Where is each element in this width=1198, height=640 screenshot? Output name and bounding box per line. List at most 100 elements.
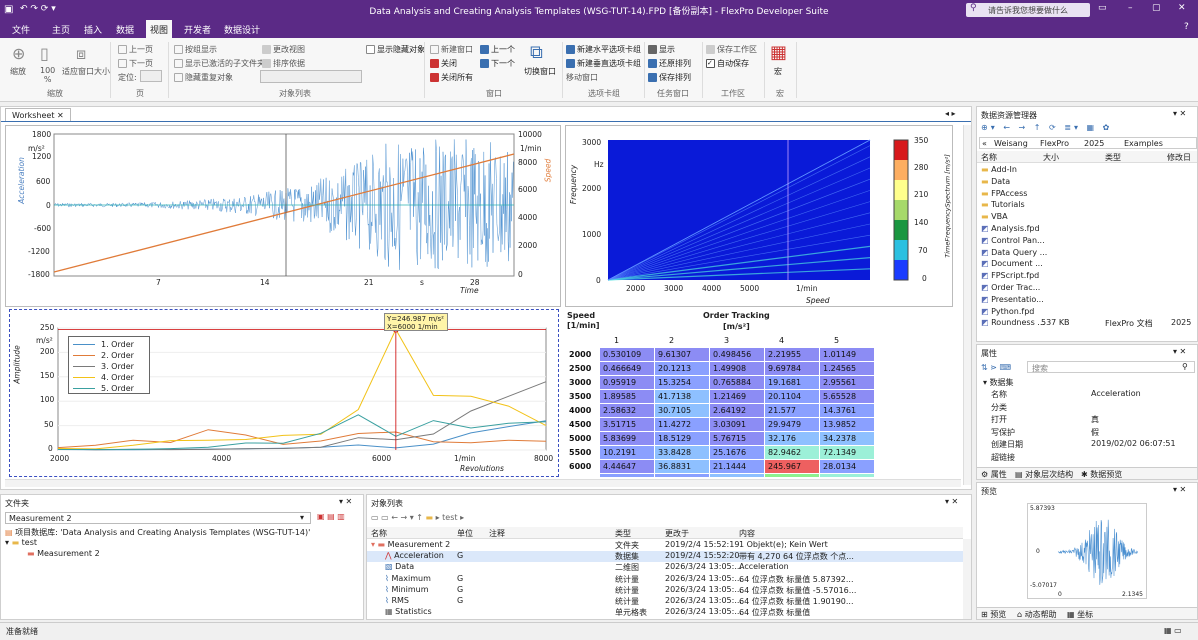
explorer-item[interactable]: ▬ Data (981, 177, 1195, 188)
pane-close-icon[interactable]: ▾ ✕ (1173, 347, 1187, 356)
menu-view[interactable]: 视图 (146, 20, 173, 38)
macro-icon[interactable]: ▦ (770, 42, 788, 63)
col-unit[interactable]: 单位 (457, 529, 473, 538)
explorer-item[interactable]: ▬ VBA (981, 212, 1195, 223)
tree-item-test[interactable]: ▾ ▬ test (5, 538, 38, 547)
acceleration-chart[interactable]: m/s² Acceleration 1/min Speed Time 1800 … (5, 125, 561, 307)
search-box[interactable]: ⚲ 请告诉我您想要做什么 (966, 3, 1090, 17)
prev-page-button[interactable]: 上一页 (118, 44, 153, 55)
tab-preview[interactable]: ⊞ 预览 (981, 610, 1007, 619)
close-window-button[interactable]: 关闭 (430, 58, 457, 69)
status-icons[interactable]: ▦ ▭ (1164, 626, 1182, 635)
ribbon-display-icon[interactable]: ▭ (1098, 3, 1107, 13)
quick-access-icons[interactable]: ↶ ↷ ⟳ ▾ (20, 4, 56, 14)
new-vertical-tabgroup-button[interactable]: 新建垂直选项卡组 (566, 58, 641, 69)
pane-close-icon[interactable]: ▾ ✕ (1173, 109, 1187, 118)
menu-data[interactable]: 数据 (116, 26, 135, 36)
explorer-item[interactable]: ◩ Presentatio... (981, 295, 1195, 306)
explorer-item[interactable]: ◩ Python.fpd (981, 307, 1195, 318)
close-all-button[interactable]: 关闭所有 (430, 72, 473, 83)
col-content[interactable]: 内容 (739, 529, 755, 538)
close-button[interactable]: ✕ (1178, 3, 1186, 13)
tab-dynamic-help[interactable]: ⌂ 动态帮助 (1017, 610, 1057, 619)
menu-insert[interactable]: 插入 (84, 26, 103, 36)
path-4[interactable]: Examples (1124, 139, 1163, 148)
col-name[interactable]: 名称 (371, 529, 387, 538)
next-window-button[interactable]: 下一个 (480, 58, 515, 69)
objlist-toolbar[interactable]: ▭ ▭ ← → ▾ ↑ ▬ ▸ test ▸ (371, 513, 465, 522)
switch-window-button[interactable]: 切换窗口 (524, 67, 556, 76)
autosave-checkbox[interactable]: ✓ 自动保存 (706, 59, 749, 68)
property-row[interactable]: 超链接 (991, 452, 1189, 464)
switch-window-icon[interactable]: ⧉ (530, 42, 543, 63)
pane-close-icon[interactable]: ▾ ✕ (945, 497, 959, 506)
goto-page-input[interactable] (140, 70, 162, 82)
move-window-button[interactable]: 移动窗口 (566, 73, 598, 82)
objlist-scrollbar[interactable] (963, 539, 971, 619)
menu-data-design[interactable]: 数据设计 (224, 26, 261, 36)
property-row[interactable]: 名称 Acceleration (991, 389, 1189, 401)
objlist-row[interactable]: ⋀ Acceleration G 数据集 2019/2/4 15:52:20 带有 4,… (367, 551, 963, 563)
objlist-row[interactable]: ⌇ Maximum G 统计量 2026/3/24 13:05:... 64 位浮点数 … (367, 574, 963, 585)
explorer-item[interactable]: ▬ Tutorials (981, 200, 1195, 211)
fit-window-icon[interactable]: ⧈ (76, 44, 87, 63)
maximize-button[interactable]: ▢ (1152, 3, 1161, 13)
explorer-path-bar[interactable]: « Weisang FlexPro 2025 Examples (979, 137, 1197, 149)
path-2[interactable]: FlexPro (1040, 139, 1070, 148)
zoom-button[interactable]: 缩放 (10, 67, 26, 76)
change-view-button[interactable]: 更改视图 (262, 44, 305, 55)
col-name[interactable]: 名称 (981, 153, 997, 162)
save-layout-button[interactable]: 保存排列 (648, 72, 691, 83)
explorer-item[interactable]: ◩ FPScript.fpd (981, 271, 1195, 282)
props-search-input[interactable]: 搜索 ⚲ (1027, 361, 1195, 373)
tab-data-preview[interactable]: ✱ 数据预览 (1081, 470, 1123, 479)
path-3[interactable]: 2025 (1084, 139, 1105, 148)
tab-coordinates[interactable]: ▦ 坐标 (1067, 610, 1094, 619)
restore-layout-button[interactable]: 还原排列 (648, 58, 691, 69)
col-comment[interactable]: 注释 (489, 529, 505, 538)
tree-item-measurement2[interactable]: ▬ Measurement 2 (27, 549, 100, 558)
sort-by-button[interactable]: 排序依据 (262, 58, 305, 69)
explorer-item[interactable]: ◩ Roundness ... 537 KB FlexPro 文档 2025 (981, 318, 1195, 329)
new-horizontal-tabgroup-button[interactable]: 新建水平选项卡组 (566, 44, 641, 55)
tab-object-hierarchy[interactable]: ▤ 对象层次结构 (1015, 470, 1074, 479)
col-modified[interactable]: 更改于 (665, 529, 689, 538)
zoom-100-button[interactable]: 100 % (40, 66, 56, 84)
col-date[interactable]: 修改日 (1167, 153, 1191, 162)
menu-file[interactable]: 文件 (12, 26, 31, 36)
property-row[interactable]: 写保护 假 (991, 427, 1189, 439)
props-section[interactable]: ▾ 数据集 (983, 378, 1014, 387)
menu-home[interactable]: 主页 (52, 26, 71, 36)
macro-button[interactable]: 宏 (774, 67, 782, 76)
folder-select[interactable]: Measurement 2 ▾ (5, 512, 311, 524)
explorer-item[interactable]: ◩ Document ... (981, 259, 1195, 270)
property-row[interactable]: 创建日期 2019/02/02 06:07:51 (991, 439, 1189, 451)
menu-developer[interactable]: 开发者 (184, 26, 212, 36)
save-workspace-button[interactable]: 保存工作区 (706, 44, 757, 55)
objlist-row[interactable]: ▧ Data 二维图 2026/3/24 13:05:... Acceleration (367, 562, 963, 573)
show-hidden-checkbox[interactable]: 显示隐藏对象 (366, 44, 425, 55)
doc-vscrollbar[interactable] (963, 125, 971, 485)
objlist-row[interactable]: ⌇ RMS G 统计量 2026/3/24 13:05:... 64 位浮点数 标量值 … (367, 596, 963, 607)
explorer-toolbar-icons[interactable]: ⊕▾ ← → ↑ ⟳ ≣▾ ▦ ✿ (981, 123, 1113, 132)
explorer-item[interactable]: ◩ Data Query ... (981, 248, 1195, 259)
property-row[interactable]: 分类 (991, 402, 1189, 414)
pane-close-icon[interactable]: ▾ ✕ (1173, 485, 1187, 494)
show-pane-button[interactable]: 显示 (648, 44, 675, 55)
order-chart[interactable]: m/s² Amplitude 250 200 150 100 50 0 2000… (9, 309, 559, 477)
explorer-item[interactable]: ◩ Control Pan... (981, 236, 1195, 247)
col-type[interactable]: 类型 (1105, 153, 1121, 162)
page-100-icon[interactable]: ▯ (40, 44, 49, 63)
close-tab-icon[interactable]: ✕ (57, 111, 64, 120)
pane-close-icon[interactable]: ▾ ✕ (339, 497, 353, 506)
explorer-item[interactable]: ◩ Order Trac... (981, 283, 1195, 294)
minimize-button[interactable]: – (1128, 3, 1133, 13)
tab-worksheet[interactable]: Worksheet ✕ (5, 108, 71, 122)
col-type[interactable]: 类型 (615, 529, 631, 538)
active-subfolder-checkbox[interactable]: 显示已激活的子文件夹 (174, 58, 265, 69)
help-icon[interactable]: ? (1184, 22, 1189, 32)
objlist-row[interactable]: ⌇ Minimum G 统计量 2026/3/24 13:05:... 64 位浮点数 … (367, 585, 963, 596)
col-size[interactable]: 大小 (1043, 153, 1059, 162)
props-toolbar-icons[interactable]: ⇅ ⋗ ⌨ (981, 363, 1012, 372)
spectrogram-chart[interactable]: Hz Frequency 3000 2000 1000 0 2000 3000 … (565, 125, 953, 307)
